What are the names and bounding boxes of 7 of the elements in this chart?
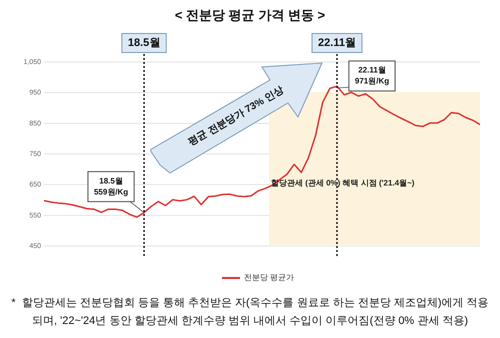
text: 22.11월 [318,37,356,50]
annotation: 22.11월 971원/Kg [354,66,390,86]
annotation: 18.5월 559원/Kg [94,176,128,196]
text: 18.5월 [128,37,160,50]
legend-label: 전분당 평균가 [244,273,294,282]
text: * 할당관세는 전분당협회 등을 통해 추천받은 자(옥수수를 원료로 하는 전분당 제조업체)에게 적용 되며, '22~'24년 동안 할당관세 한계수량 범위 내에서 수입이 이루어짐(전량 0% 관세 적용) [11,297,489,328]
chart-title: < 전분당 평균 가격 변동 > [174,8,326,23]
